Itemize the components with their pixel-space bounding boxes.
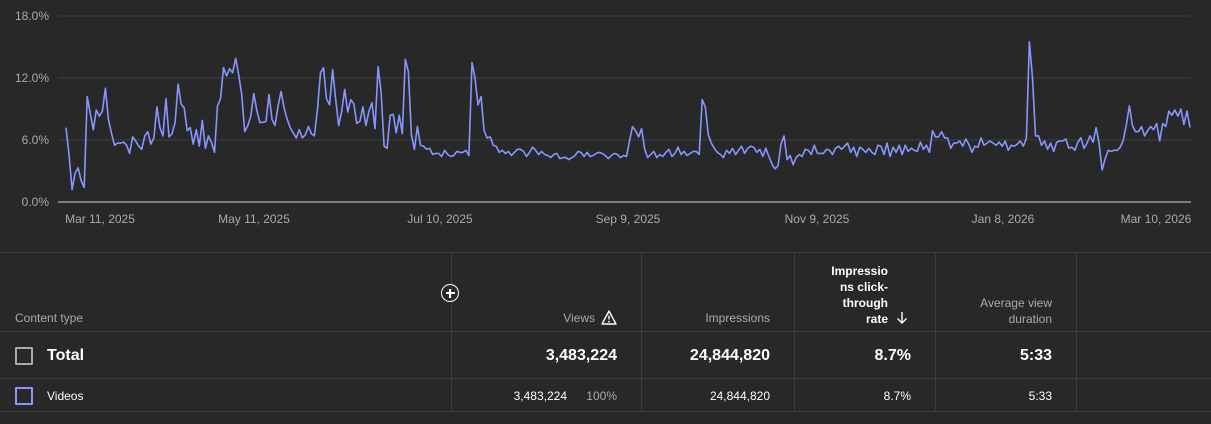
total-views: 3,483,224 [545,347,617,364]
table-header-row: Content type Views Impressions Impressio… [0,252,1211,332]
total-checkbox[interactable] [15,347,33,365]
column-divider [641,252,642,412]
x-tick-label: Jul 10, 2025 [407,212,473,226]
x-tick-label: May 11, 2025 [218,212,290,226]
plus-circle-icon[interactable] [441,284,459,302]
header-avg-duration-line: Average view [980,296,1052,310]
y-tick-label: 18.0% [15,9,49,23]
total-avg-duration: 5:33 [1019,347,1052,364]
x-tick-label: Mar 11, 2025 [65,212,135,226]
videos-views-pct: 100% [586,389,617,403]
videos-checkbox[interactable] [15,387,33,405]
videos-label: Videos [47,389,84,403]
x-tick-label: Nov 9, 2025 [785,212,850,226]
column-divider [794,252,795,412]
header-content-type: Content type [15,311,84,325]
table-row-videos: Videos 3,483,224 100% 24,844,820 8.7% 5:… [0,378,1211,412]
header-views-label: Views [563,310,595,325]
chart-svg: 18.0% 12.0% 6.0% 0.0% Mar 11, 2025 May 11, 2… [15,9,1192,226]
header-impressions[interactable]: Impressions [705,311,770,325]
header-ctr-line: through [842,296,888,310]
series-line-ctr[interactable] [65,40,1191,191]
y-tick-label: 12.0% [15,71,49,85]
total-ctr: 8.7% [874,347,911,364]
ctr-line-chart: 18.0% 12.0% 6.0% 0.0% Mar 11, 2025 May 11, 2… [15,9,1192,226]
header-ctr-line: rate [865,312,888,326]
y-tick-label: 6.0% [22,133,50,147]
x-tick-label: Jan 8, 2026 [972,212,1035,226]
header-views[interactable]: Views [563,310,617,325]
table-row-total: Total 3,483,224 24,844,820 8.7% 5:33 [0,331,1211,379]
total-label: Total [47,347,85,364]
header-avg-duration[interactable]: Average view duration [980,295,1052,327]
column-divider [1076,252,1077,412]
header-avg-duration-line: duration [1008,312,1052,326]
total-impressions: 24,844,820 [689,347,770,364]
x-tick-label: Mar 10, 2026 [1121,212,1192,226]
metrics-table: Content type Views Impressions Impressio… [0,252,1211,424]
videos-avg-duration: 5:33 [1028,389,1052,403]
header-ctr-line: ns click- [839,280,888,294]
arrow-down-icon[interactable] [896,311,908,325]
videos-impressions: 24,844,820 [709,389,770,403]
column-divider [451,252,452,412]
videos-ctr: 8.7% [883,389,911,403]
y-tick-label: 0.0% [22,195,50,209]
warning-icon[interactable] [601,310,617,325]
header-ctr-line: Impressio [831,264,888,278]
videos-views: 3,483,224 [513,389,567,403]
column-divider [935,252,936,412]
x-tick-label: Sep 9, 2025 [596,212,661,226]
header-ctr[interactable]: Impressio ns click- through rate [831,263,888,327]
